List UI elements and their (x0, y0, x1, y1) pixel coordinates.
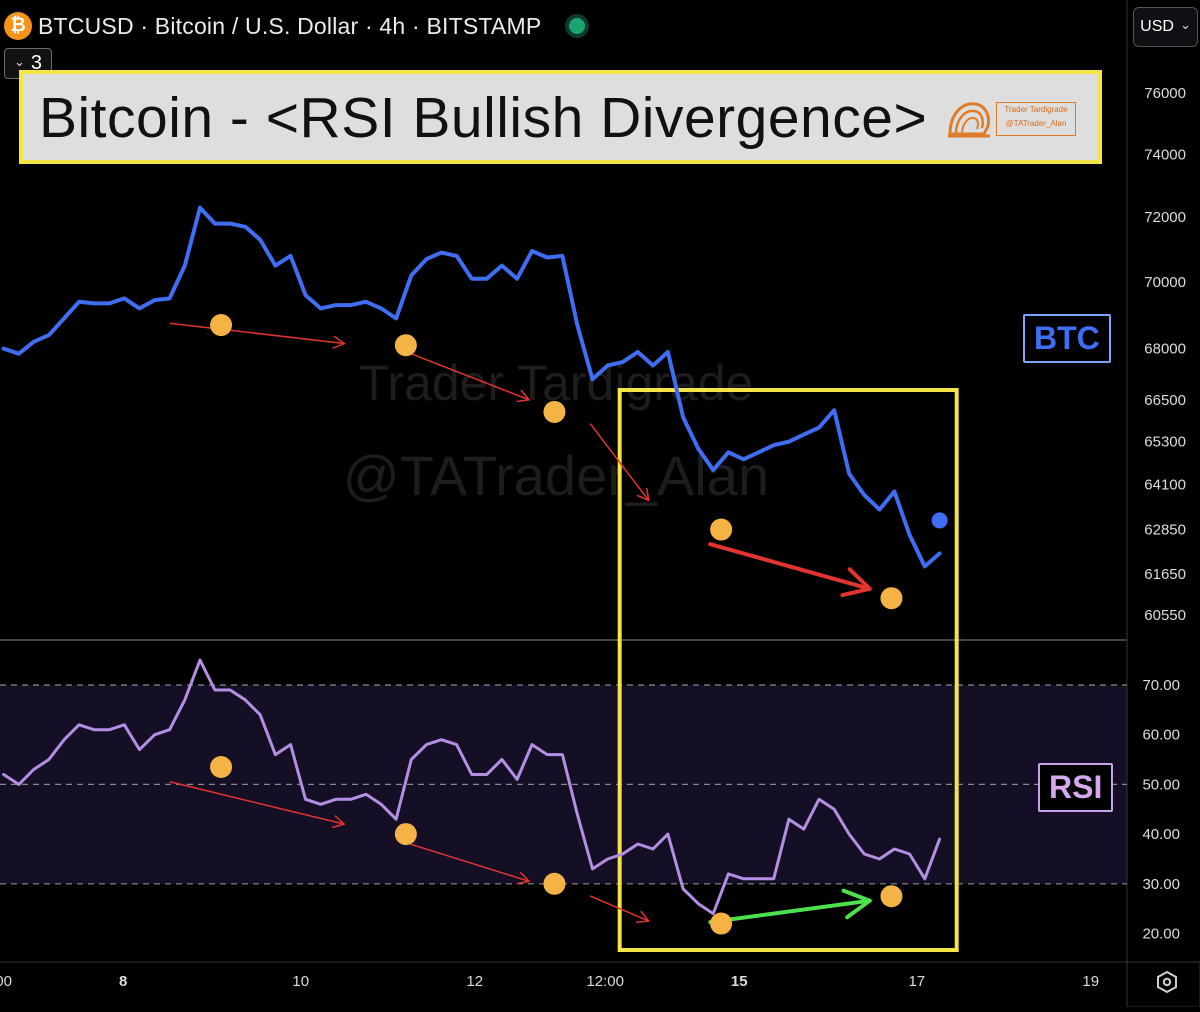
price-pivot-dot (394, 334, 417, 357)
rsi-tick-label: 70.00 (1142, 677, 1180, 694)
rsi-line (2, 658, 942, 916)
price-tick-label: 66500 (1144, 392, 1186, 409)
logo-caption: Trader Tardigrade @TATrader_Alan (996, 102, 1076, 136)
rsi-tick-label: 20.00 (1142, 926, 1180, 943)
rsi-tick-label: 50.00 (1142, 776, 1180, 793)
btc-tag: BTC (1023, 314, 1111, 363)
rsi-pivot-dot (880, 885, 903, 908)
price-divergence-arrow (589, 423, 650, 502)
currency-selector[interactable]: USD ⌄ (1133, 7, 1198, 47)
rsi-divergence-arrow-head (841, 888, 872, 920)
btc-price-line (1, 205, 942, 569)
price-tick-label: 72000 (1144, 209, 1186, 226)
price-divergence-arrow-head (636, 487, 650, 502)
bitcoin-icon: ₿ (4, 12, 32, 40)
chevron-down-icon: ⌄ (13, 53, 25, 69)
currency-label: USD (1140, 18, 1174, 35)
price-tick-label: 62850 (1144, 522, 1186, 539)
time-tick-label: 17 (908, 973, 925, 990)
symbol-description: BTCUSD · Bitcoin / U.S. Dollar · 4h · BI… (38, 12, 542, 39)
rsi-divergence-arrow-head (516, 871, 530, 885)
rsi-divergence-arrow-head (331, 815, 346, 829)
rsi-divergence-arrow (708, 898, 872, 925)
last-price-dot (931, 512, 948, 529)
price-tick-label: 76000 (1144, 85, 1186, 102)
rsi-pivot-dot (543, 872, 566, 895)
price-tick-label: 60550 (1144, 607, 1186, 624)
price-divergence-arrow (169, 322, 346, 345)
chart-title: Bitcoin - <RSI Bullish Divergence> (39, 86, 928, 150)
rsi-tag: RSI (1038, 763, 1114, 812)
logo-caption-line1: Trader Tardigrade (1004, 105, 1068, 114)
market-status-icon[interactable] (565, 14, 590, 38)
rsi-divergence-arrow (401, 840, 530, 883)
time-tick-label: 12 (466, 973, 483, 990)
chart-settings-button[interactable] (1151, 966, 1183, 998)
rsi-pivot-dot (394, 823, 417, 846)
price-pivot-dot (543, 400, 566, 423)
price-tick-label: 64100 (1144, 476, 1186, 493)
rsi-divergence-arrow (169, 781, 346, 825)
logo-caption-line2: @TATrader_Alan (1005, 119, 1067, 128)
time-tick-label: 12:00 (586, 973, 624, 990)
watermark-line2: @TATrader_Alan (343, 444, 769, 507)
price-divergence-arrow-head (840, 567, 872, 598)
rsi-divergence-arrow-head (635, 910, 650, 923)
price-pivot-dot (880, 587, 903, 610)
rsi-pivot-dot (210, 756, 233, 779)
rsi-tick-label: 40.00 (1142, 826, 1180, 843)
price-tick-label: 65300 (1144, 434, 1186, 451)
indicator-count: 3 (30, 52, 43, 74)
price-tick-label: 68000 (1144, 341, 1186, 358)
price-tick-label: 70000 (1144, 274, 1186, 291)
tardigrade-logo-icon (948, 102, 990, 138)
time-tick-label: 00 (0, 973, 12, 990)
symbol-header: ₿ BTCUSD · Bitcoin / U.S. Dollar · 4h · … (0, 8, 590, 44)
settings-icon (1157, 970, 1177, 994)
price-tick-label: 61650 (1144, 566, 1186, 583)
chevron-down-icon: ⌄ (1179, 17, 1191, 32)
price-pivot-dot (210, 314, 233, 337)
price-divergence-arrow (708, 542, 872, 591)
rsi-tick-label: 60.00 (1142, 727, 1180, 744)
time-tick-label: 8 (119, 973, 127, 990)
divergence-highlight-box (617, 388, 959, 952)
price-tick-label: 74000 (1144, 146, 1186, 163)
rsi-divergence-arrow (589, 895, 650, 922)
rsi-tick-label: 30.00 (1142, 876, 1180, 893)
title-banner: Bitcoin - <RSI Bullish Divergence> Trade… (19, 70, 1102, 164)
time-tick-label: 19 (1082, 973, 1099, 990)
price-pivot-dot (710, 518, 733, 541)
time-tick-label: 15 (731, 973, 748, 990)
price-divergence-arrow (401, 349, 530, 401)
rsi-pivot-dot (710, 912, 733, 935)
price-divergence-arrow-head (332, 335, 346, 349)
time-tick-label: 10 (292, 973, 309, 990)
price-divergence-arrow-head (516, 389, 530, 403)
